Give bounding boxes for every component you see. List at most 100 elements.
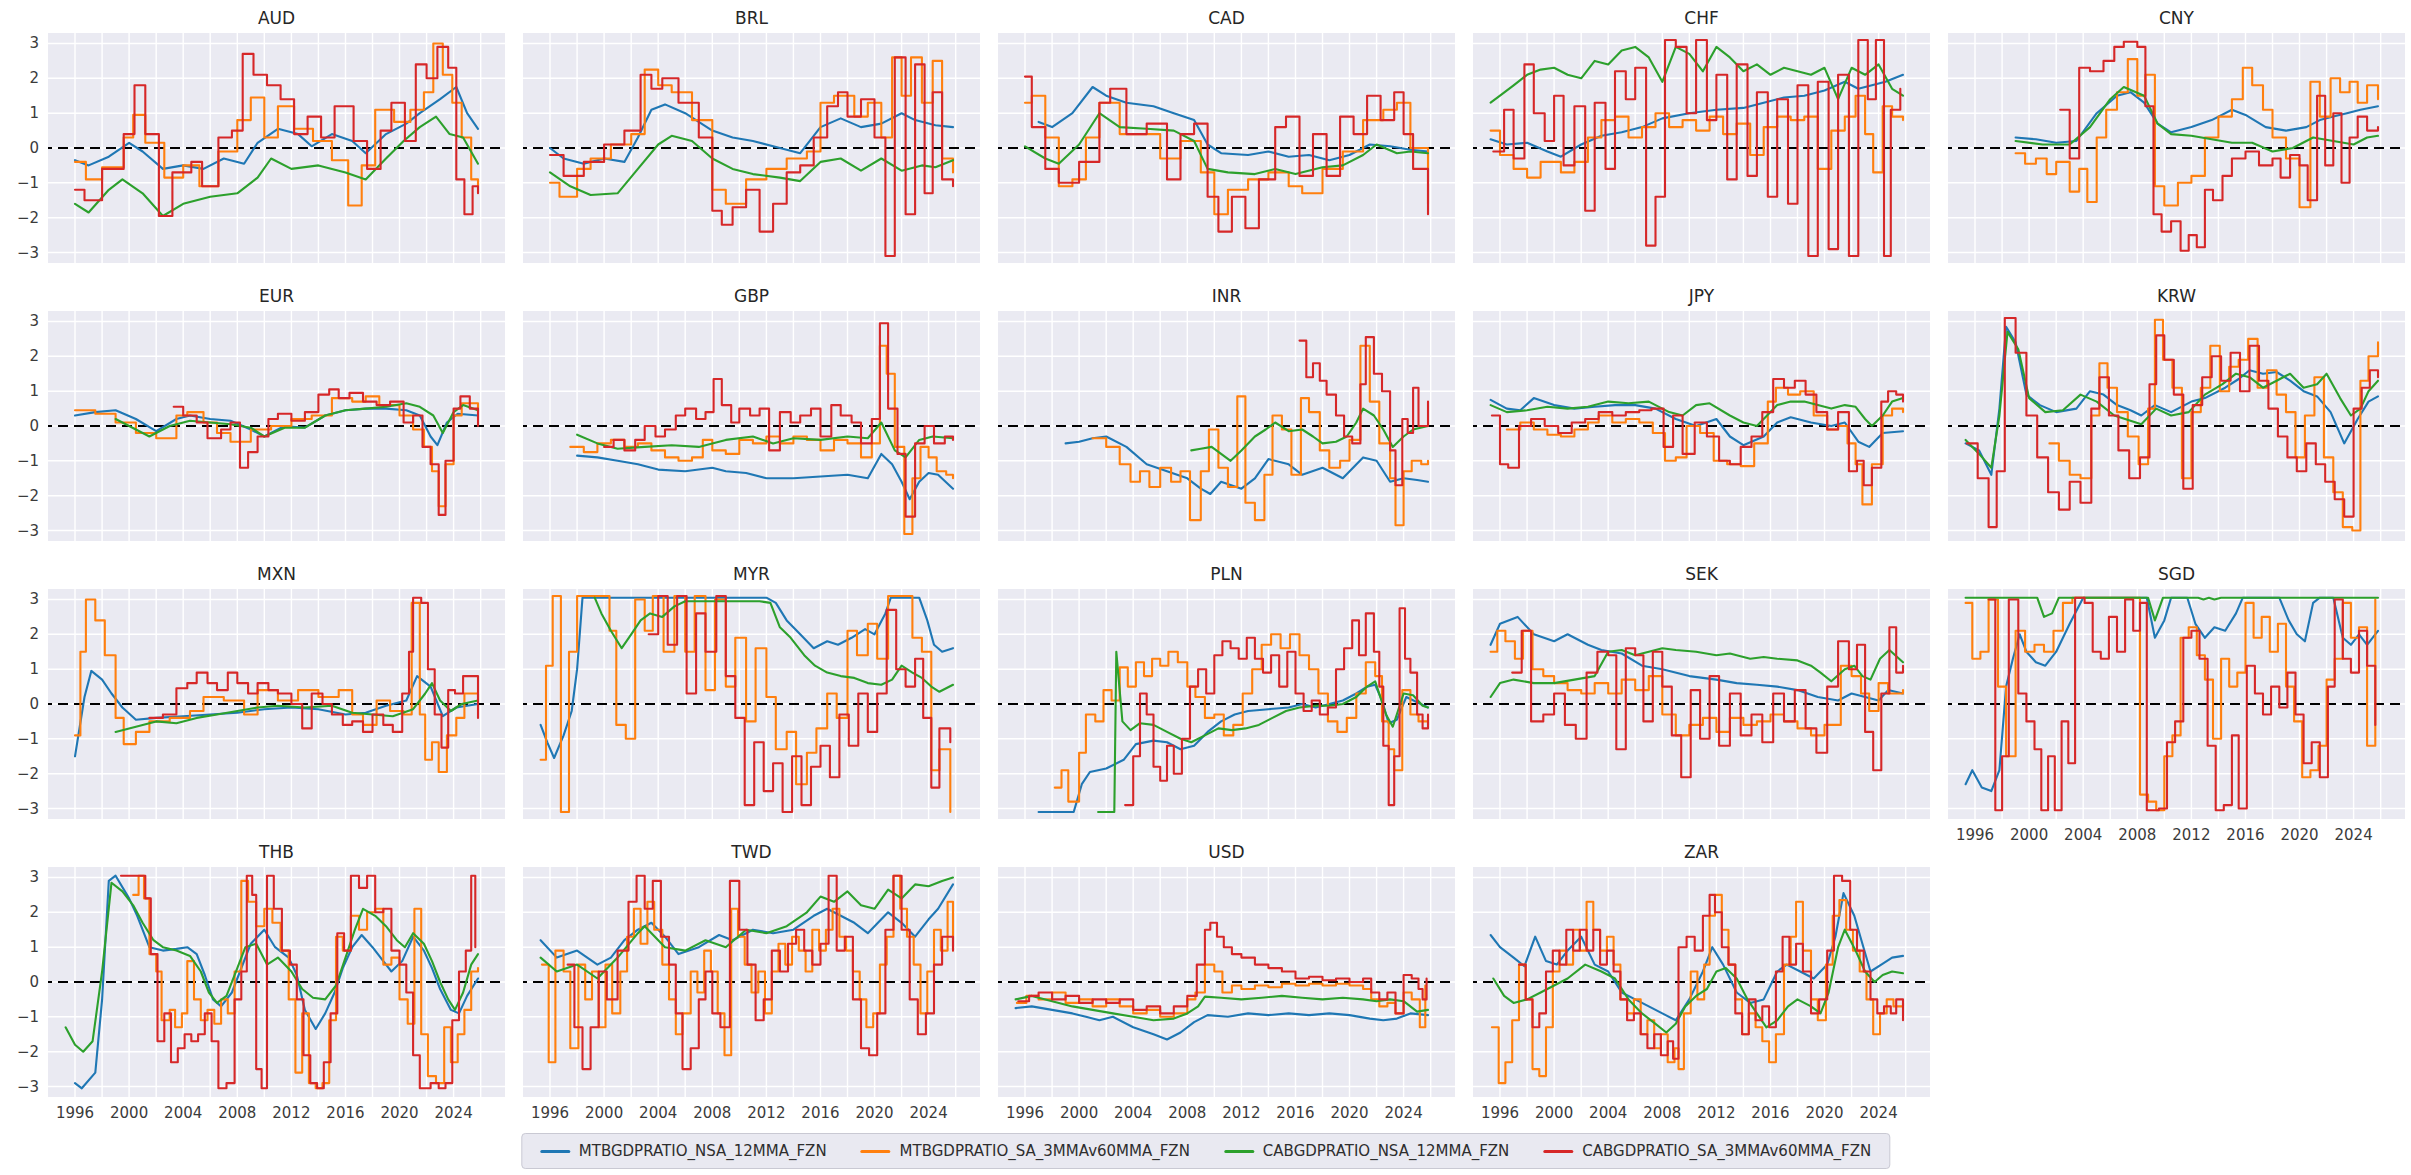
y-tick-label: 1 [0,383,39,399]
facet-plot [523,33,980,263]
y-tick-label: −1 [0,453,39,469]
facet-chf: CHF [1473,33,1930,263]
x-tick-label: 2000 [99,1104,159,1122]
facet-cny: CNY [1948,33,2405,263]
y-tick-label: 2 [0,626,39,642]
facet-title: PLN [998,562,1455,586]
facet-krw: KRW [1948,311,2405,541]
legend-item-0: MTBGDPRATIO_NSA_12MMA_FZN [540,1142,827,1160]
x-tick-label: 2016 [1740,1104,1800,1122]
facet-mxn: MXN3210−1−2−3 [48,589,505,819]
x-tick-label: 2024 [899,1104,959,1122]
y-tick-label: −1 [0,175,39,191]
facet-plot [998,33,1455,263]
facet-plot [523,867,980,1097]
legend-label: MTBGDPRATIO_NSA_12MMA_FZN [579,1142,827,1160]
facet-title: AUD [48,6,505,30]
facet-plot [1473,589,1930,819]
facet-title: ZAR [1473,840,1930,864]
x-tick-label: 2000 [1524,1104,1584,1122]
x-tick-label: 1996 [1945,826,2005,844]
x-tick-label: 2024 [424,1104,484,1122]
x-tick-label: 2004 [153,1104,213,1122]
facet-title: CNY [1948,6,2405,30]
facet-brl: BRL [523,33,980,263]
y-tick-label: 3 [0,869,39,885]
facet-plot [48,867,505,1097]
facet-myr: MYR [523,589,980,819]
legend-item-1: MTBGDPRATIO_SA_3MMAv60MMA_FZN [861,1142,1190,1160]
facet-gbp: GBP [523,311,980,541]
facet-plot [998,311,1455,541]
x-tick-label: 2020 [370,1104,430,1122]
facet-plot [1948,589,2405,819]
x-tick-label: 2004 [628,1104,688,1122]
x-tick-label: 2000 [1999,826,2059,844]
y-tick-label: 3 [0,313,39,329]
x-tick-label: 2020 [1320,1104,1380,1122]
x-tick-label: 2016 [315,1104,375,1122]
facet-plot [48,311,505,541]
y-tick-label: −1 [0,1009,39,1025]
facet-plot [1948,33,2405,263]
x-tick-label: 2020 [845,1104,905,1122]
x-tick-label: 2012 [1686,1104,1746,1122]
y-tick-label: 0 [0,974,39,990]
x-tick-label: 1996 [45,1104,105,1122]
facet-figure: AUD3210−1−2−3BRLCADCHFCNYEUR3210−1−2−3GB… [0,0,2411,1175]
facet-title: CAD [998,6,1455,30]
facet-title: KRW [1948,284,2405,308]
legend-label: MTBGDPRATIO_SA_3MMAv60MMA_FZN [900,1142,1190,1160]
x-tick-label: 2016 [2215,826,2275,844]
facet-title: CHF [1473,6,1930,30]
facet-title: MXN [48,562,505,586]
facet-title: GBP [523,284,980,308]
facet-plot [1473,311,1930,541]
facet-title: THB [48,840,505,864]
facet-plot [48,589,505,819]
x-tick-label: 2012 [736,1104,796,1122]
x-tick-label: 2008 [1632,1104,1692,1122]
y-tick-label: −3 [0,245,39,261]
y-tick-label: −3 [0,801,39,817]
y-tick-label: −2 [0,210,39,226]
facet-pln: PLN [998,589,1455,819]
y-tick-label: −3 [0,523,39,539]
x-tick-label: 2012 [1211,1104,1271,1122]
y-tick-label: 0 [0,140,39,156]
y-tick-label: 0 [0,696,39,712]
x-tick-label: 2008 [207,1104,267,1122]
facet-sgd: SGD19962000200420082012201620202024 [1948,589,2405,819]
y-tick-label: 1 [0,661,39,677]
x-tick-label: 1996 [995,1104,1055,1122]
facet-title: INR [998,284,1455,308]
x-tick-label: 2024 [1849,1104,1909,1122]
y-tick-label: 1 [0,939,39,955]
legend-line-swatch [540,1150,570,1153]
facet-eur: EUR3210−1−2−3 [48,311,505,541]
y-tick-label: −1 [0,731,39,747]
facet-title: USD [998,840,1455,864]
x-tick-label: 2008 [682,1104,742,1122]
y-tick-label: −3 [0,1079,39,1095]
facet-title: SEK [1473,562,1930,586]
legend-line-swatch [1224,1150,1254,1153]
legend-line-swatch [1543,1150,1573,1153]
facet-inr: INR [998,311,1455,541]
x-tick-label: 2024 [1374,1104,1434,1122]
y-tick-label: 2 [0,70,39,86]
x-tick-label: 1996 [520,1104,580,1122]
facet-thb: THB3210−1−2−3199620002004200820122016202… [48,867,505,1097]
x-tick-label: 1996 [1470,1104,1530,1122]
legend: MTBGDPRATIO_NSA_12MMA_FZN MTBGDPRATIO_SA_… [521,1133,1890,1169]
x-tick-label: 2024 [2324,826,2384,844]
facet-usd: USD19962000200420082012201620202024 [998,867,1455,1097]
x-tick-label: 2004 [1578,1104,1638,1122]
facet-plot [1473,867,1930,1097]
x-tick-label: 2008 [2107,826,2167,844]
x-tick-label: 2020 [1795,1104,1855,1122]
facet-cad: CAD [998,33,1455,263]
x-tick-label: 2012 [261,1104,321,1122]
facet-plot [998,589,1455,819]
legend-item-2: CABGDPRATIO_NSA_12MMA_FZN [1224,1142,1509,1160]
